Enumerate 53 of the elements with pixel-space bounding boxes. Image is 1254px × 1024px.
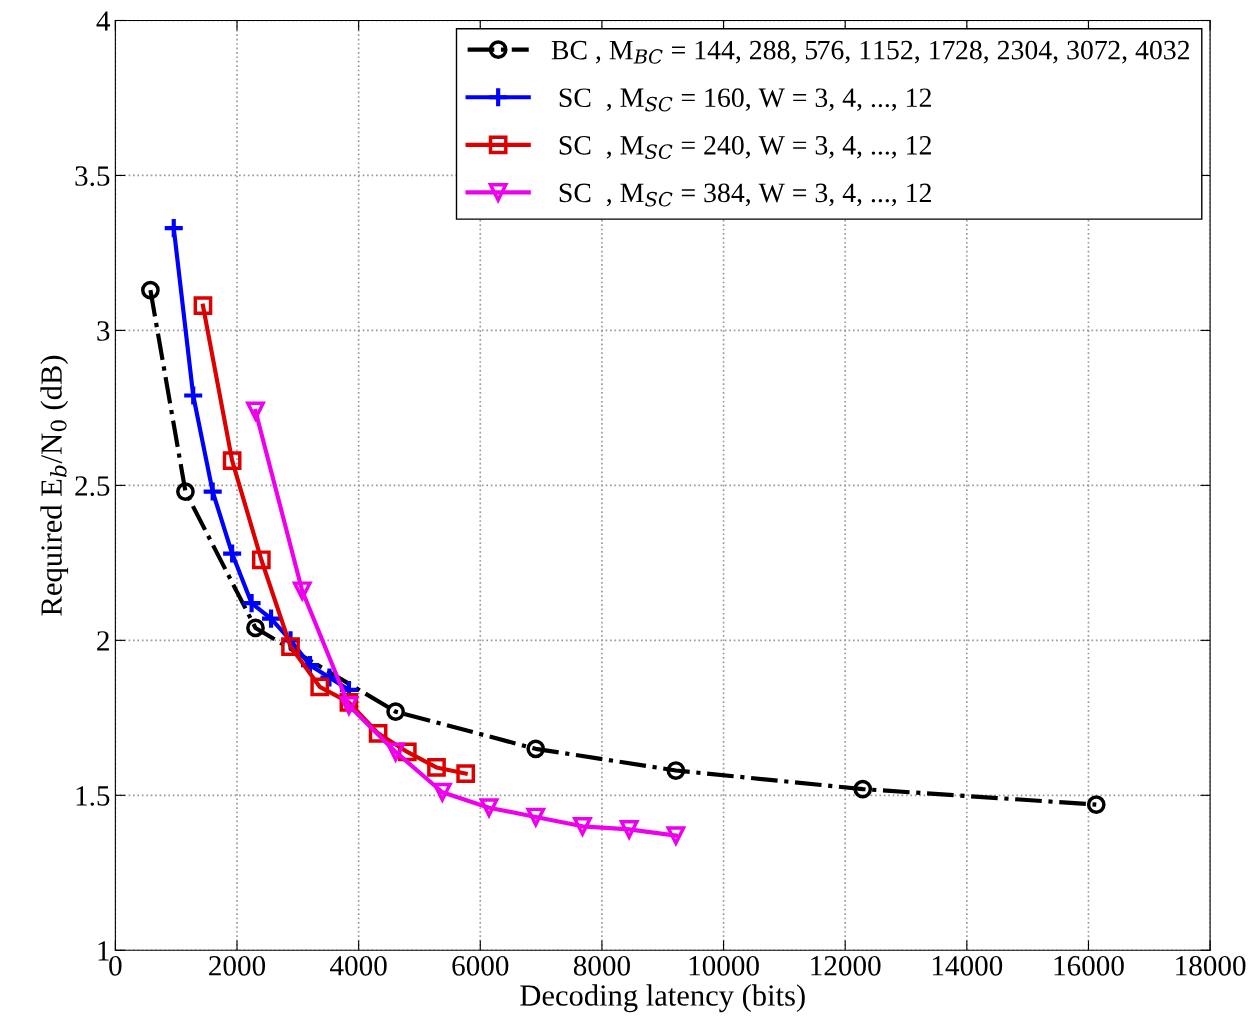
- x-tick-label: 14000: [932, 955, 1003, 976]
- y-tick-label: 3.5: [75, 166, 110, 186]
- y-tick-label: 3: [97, 321, 110, 341]
- x-tick-label: 10000: [689, 955, 759, 976]
- y-tick-label: 2: [97, 631, 109, 651]
- point: [222, 451, 242, 470]
- point: [386, 742, 406, 764]
- legend-label: SC , M$_{SC}$ = 240, W = 3, 4, ..., 12: [559, 135, 931, 159]
- point: [281, 637, 300, 656]
- point: [310, 677, 330, 697]
- point: [386, 702, 405, 721]
- x-tick-label: 16000: [1054, 955, 1124, 976]
- legend-label: SC , M$_{SC}$ = 160, W = 3, 4, ..., 12: [559, 88, 931, 112]
- point: [246, 618, 265, 638]
- point: [201, 480, 224, 503]
- point: [259, 607, 283, 630]
- y-axis-title: Required E$_{b}$/N$_{0}$ (dB): [40, 355, 69, 616]
- point: [666, 826, 686, 845]
- x-tick-label: 2000: [209, 955, 266, 976]
- legend-label: BC , M$_{BC}$ = 144, 288, 576, 1152, 1728, 2304, 3072, 4032: [551, 40, 1190, 64]
- y-tick-label: 4: [96, 11, 111, 31]
- point: [291, 581, 313, 603]
- point: [251, 550, 271, 570]
- point: [456, 764, 476, 783]
- legend-label: SC , M$_{SC}$ = 384, W = 3, 4, ..., 12: [559, 183, 931, 207]
- point: [619, 820, 639, 839]
- x-axis-title: Decoding latency (bits): [520, 984, 805, 1013]
- x-tick-label: 18000: [1176, 955, 1246, 976]
- x-tick-label: 12000: [811, 955, 881, 976]
- point: [221, 542, 244, 565]
- point: [141, 280, 160, 300]
- point: [432, 782, 452, 802]
- point: [240, 592, 263, 615]
- x-tick-label: 0: [109, 955, 122, 976]
- point: [176, 482, 195, 501]
- point: [666, 761, 686, 780]
- point: [182, 384, 205, 407]
- y-tick-label: 1: [98, 941, 109, 961]
- point: [193, 296, 213, 315]
- point: [853, 779, 873, 799]
- y-tick-label: 1.5: [76, 786, 110, 806]
- point: [573, 816, 592, 836]
- point: [162, 217, 185, 240]
- x-tick-label: 6000: [452, 955, 509, 976]
- point: [245, 401, 266, 423]
- x-tick-label: 8000: [573, 955, 630, 976]
- point: [427, 758, 446, 777]
- x-tick-label: 4000: [330, 955, 387, 976]
- point: [1086, 795, 1106, 814]
- y-tick-label: 2.5: [75, 476, 110, 496]
- point: [479, 798, 499, 818]
- point: [525, 807, 547, 829]
- point: [526, 739, 546, 759]
